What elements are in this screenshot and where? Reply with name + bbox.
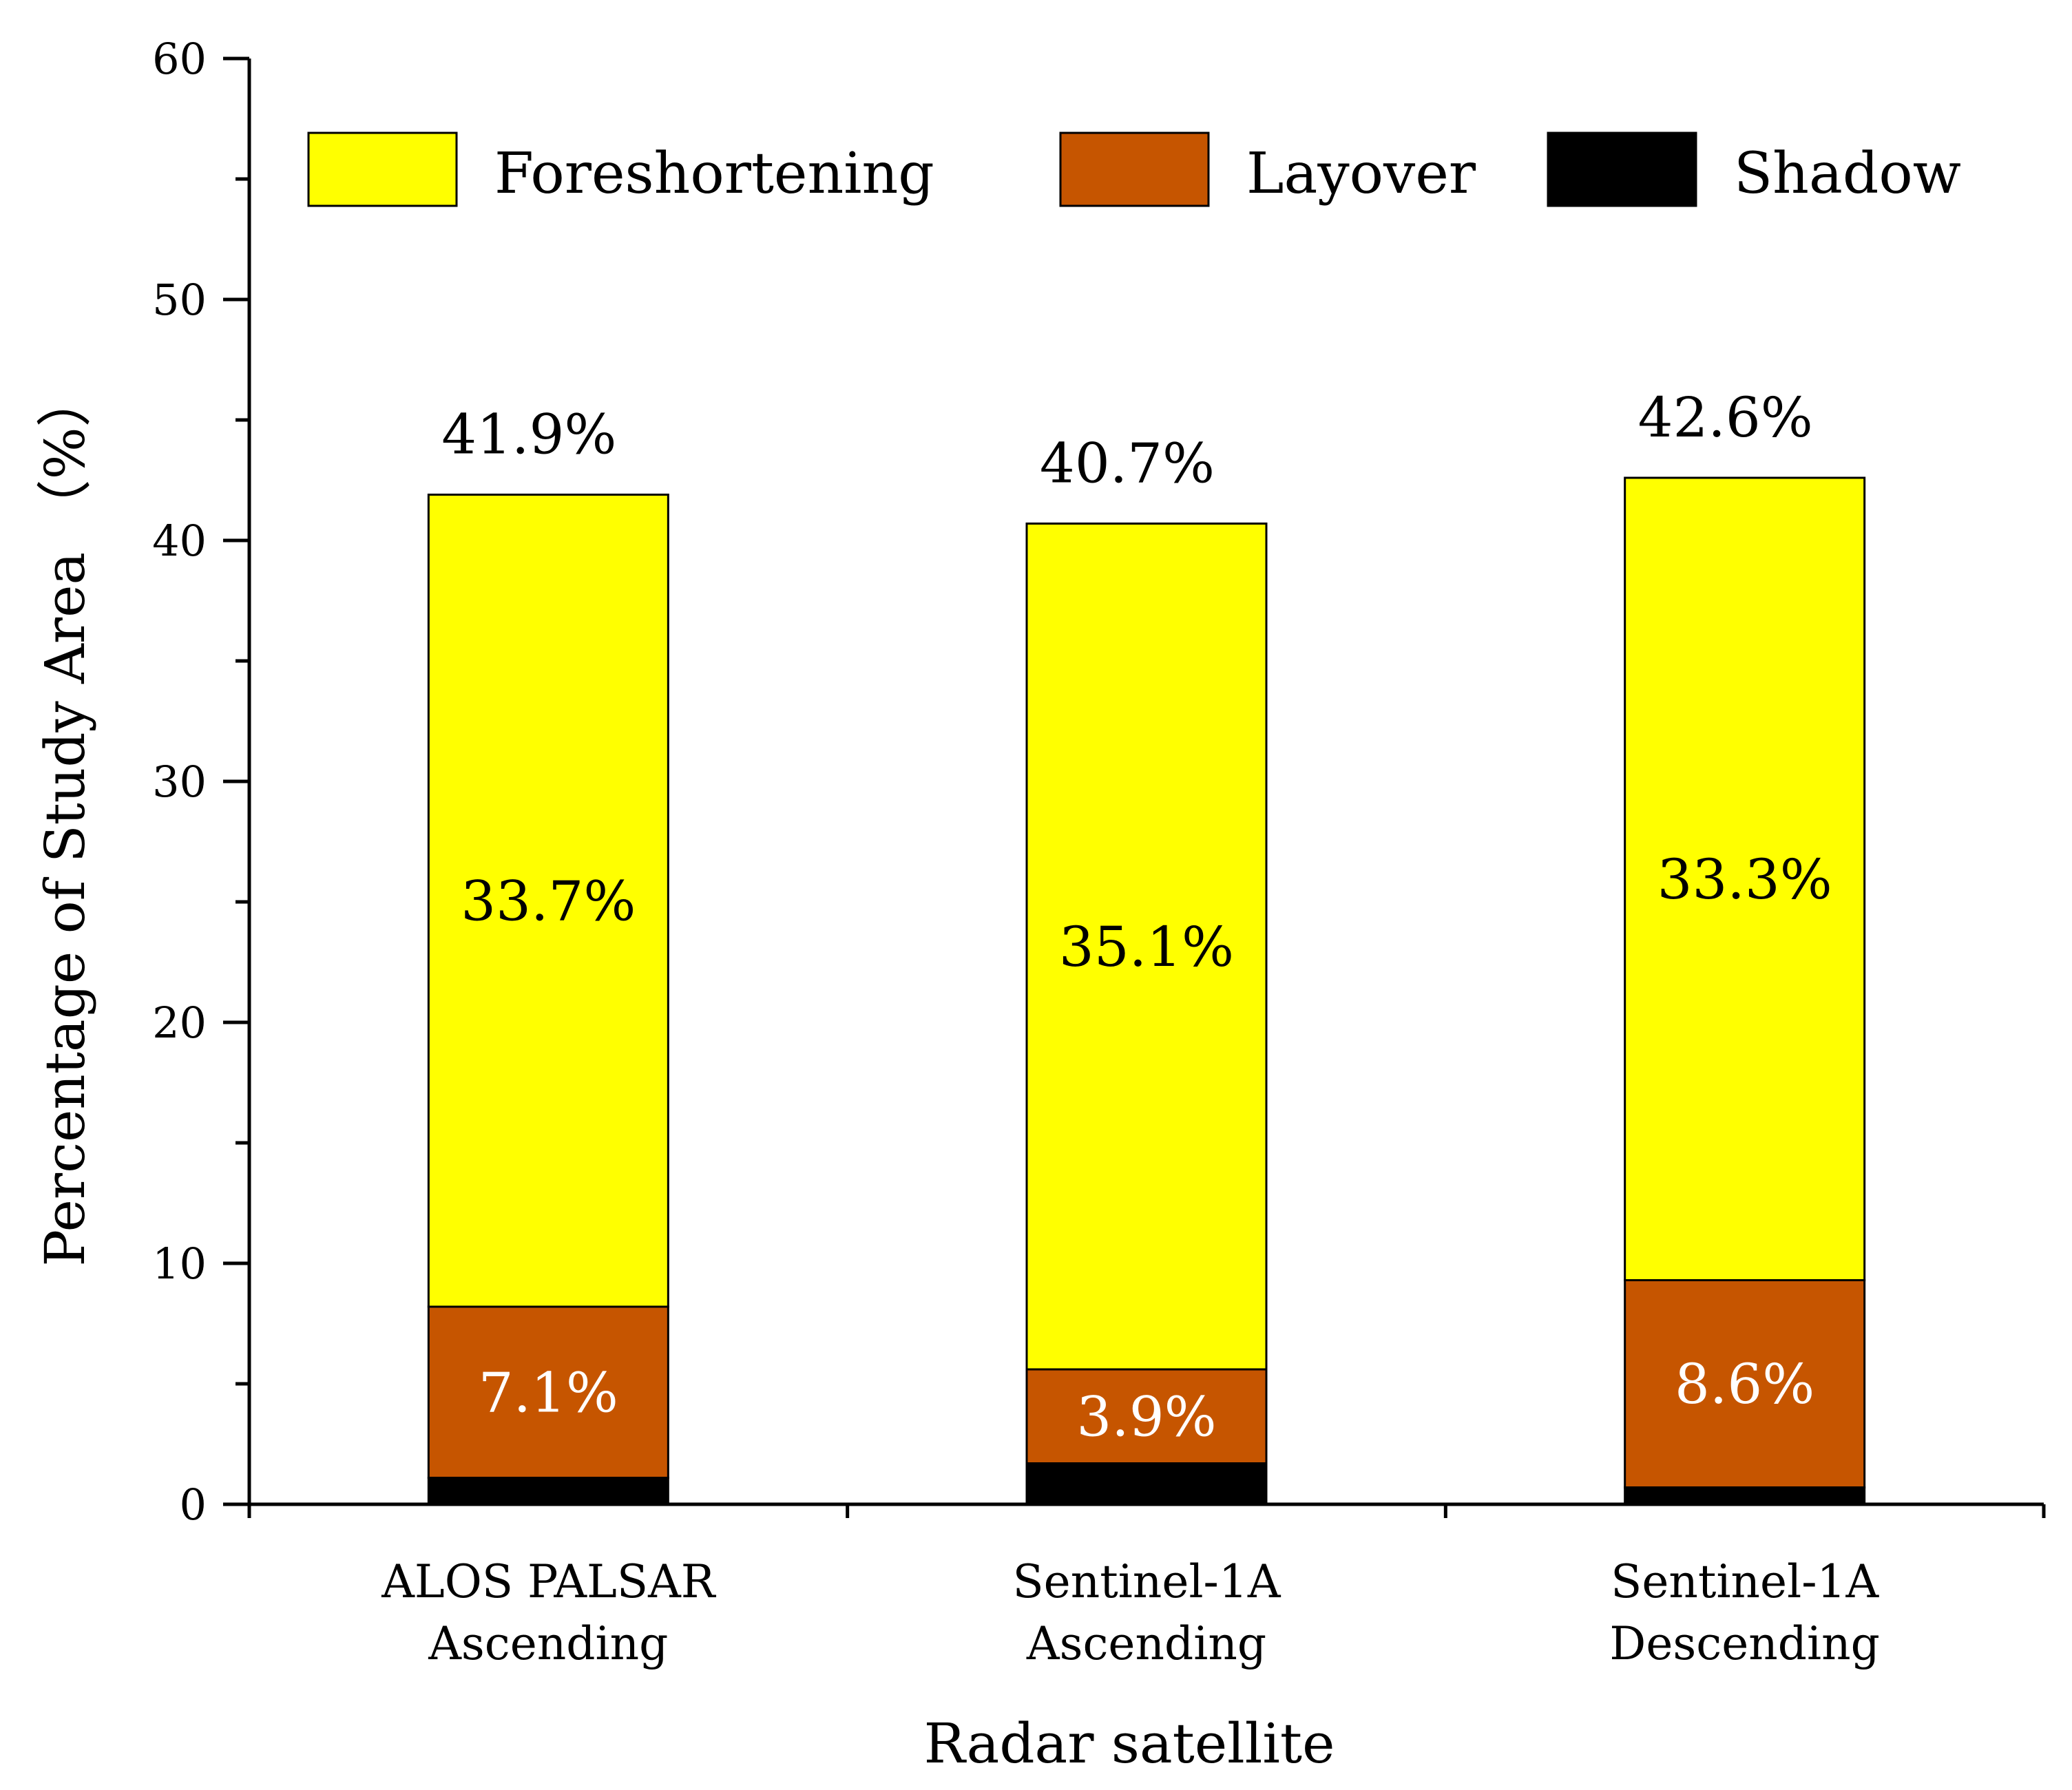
bar-foreshortening <box>427 494 669 1308</box>
bar-layover <box>1624 1279 1866 1488</box>
total-label: 42.6% <box>1638 386 1813 450</box>
y-tick-label: 60 <box>152 34 207 84</box>
x-tick-label: Sentinel-1A <box>1012 1555 1281 1608</box>
x-tick-label: Ascending <box>428 1617 668 1670</box>
legend-swatch-layover <box>1059 131 1210 207</box>
axes: 0 10 20 30 40 50 60 ALOS PALSAR Ascending Sentine… <box>152 34 2046 1670</box>
y-tick-label: 0 <box>180 1480 207 1530</box>
bar-shadow <box>1025 1462 1268 1506</box>
y-tick-label: 50 <box>152 275 207 325</box>
legend-swatch-shadow <box>1547 131 1697 207</box>
legend-swatch-foreshortening <box>307 131 458 207</box>
x-tick-label: Descending <box>1609 1617 1880 1670</box>
bar-foreshortening <box>1624 476 1866 1281</box>
x-tick-label: Ascending <box>1026 1617 1266 1670</box>
x-tick-label: Sentinel-1A <box>1611 1555 1879 1608</box>
total-label: 41.9% <box>441 403 616 467</box>
bar-shadow <box>1624 1486 1866 1506</box>
legend: Foreshortening Layover Shadow <box>307 131 1961 207</box>
y-tick-label: 30 <box>152 757 207 807</box>
y-tick-label: 40 <box>152 516 207 566</box>
x-axis-title: Radar satellite <box>924 1712 1335 1776</box>
bar-layover <box>427 1305 669 1479</box>
total-label: 40.7% <box>1040 432 1215 496</box>
y-tick-label: 20 <box>152 998 207 1048</box>
segment-label-foreshortening: 35.1% <box>1059 915 1234 979</box>
legend-label-layover: Layover <box>1246 141 1476 207</box>
bar-foreshortening <box>1025 523 1268 1371</box>
segment-label-foreshortening: 33.7% <box>461 869 636 933</box>
legend-label-shadow: Shadow <box>1734 141 1961 207</box>
segment-label-layover: 7.1% <box>479 1360 618 1424</box>
segment-label-foreshortening: 33.3% <box>1657 847 1832 912</box>
x-tick-label: ALOS PALSAR <box>381 1555 717 1608</box>
y-tick-label: 10 <box>152 1239 207 1289</box>
bar-shadow <box>427 1477 669 1506</box>
segment-label-layover: 3.9% <box>1076 1384 1216 1449</box>
data-labels: 7.1% 33.7% 41.9% 3.9% 35.1% 40.7% 8.6% 33.3% 42.… <box>441 386 1832 1449</box>
segment-label-layover: 8.6% <box>1675 1352 1814 1416</box>
legend-label-foreshortening: Foreshortening <box>494 141 934 207</box>
bars <box>427 476 1866 1506</box>
bar-layover <box>1025 1368 1268 1464</box>
y-axis-title: Percentage of Study Area （%） <box>33 372 97 1266</box>
